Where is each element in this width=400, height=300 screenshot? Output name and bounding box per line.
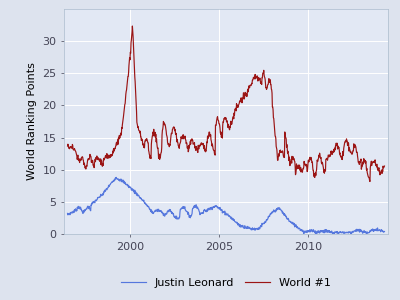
- Line: World #1: World #1: [68, 26, 384, 182]
- Justin Leonard: [295, 225, 300, 229]
- World #1: [178, 142, 182, 146]
- World #1: [119, 132, 124, 136]
- Justin Leonard: [349, 232, 354, 236]
- Justin Leonard: [382, 230, 387, 233]
- Legend: Justin Leonard, World #1: Justin Leonard, World #1: [117, 273, 335, 292]
- World #1: [130, 24, 135, 28]
- World #1: [382, 164, 387, 168]
- Justin Leonard: [65, 212, 70, 215]
- Justin Leonard: [186, 214, 191, 217]
- Justin Leonard: [280, 209, 284, 213]
- Y-axis label: World Ranking Points: World Ranking Points: [27, 63, 37, 180]
- World #1: [368, 180, 372, 183]
- Justin Leonard: [210, 208, 214, 211]
- Justin Leonard: [119, 180, 124, 184]
- World #1: [280, 150, 284, 154]
- World #1: [186, 143, 191, 147]
- World #1: [65, 144, 70, 148]
- Justin Leonard: [178, 211, 182, 214]
- World #1: [295, 166, 300, 169]
- Line: Justin Leonard: Justin Leonard: [68, 177, 384, 234]
- World #1: [210, 144, 214, 148]
- Justin Leonard: [114, 176, 118, 179]
